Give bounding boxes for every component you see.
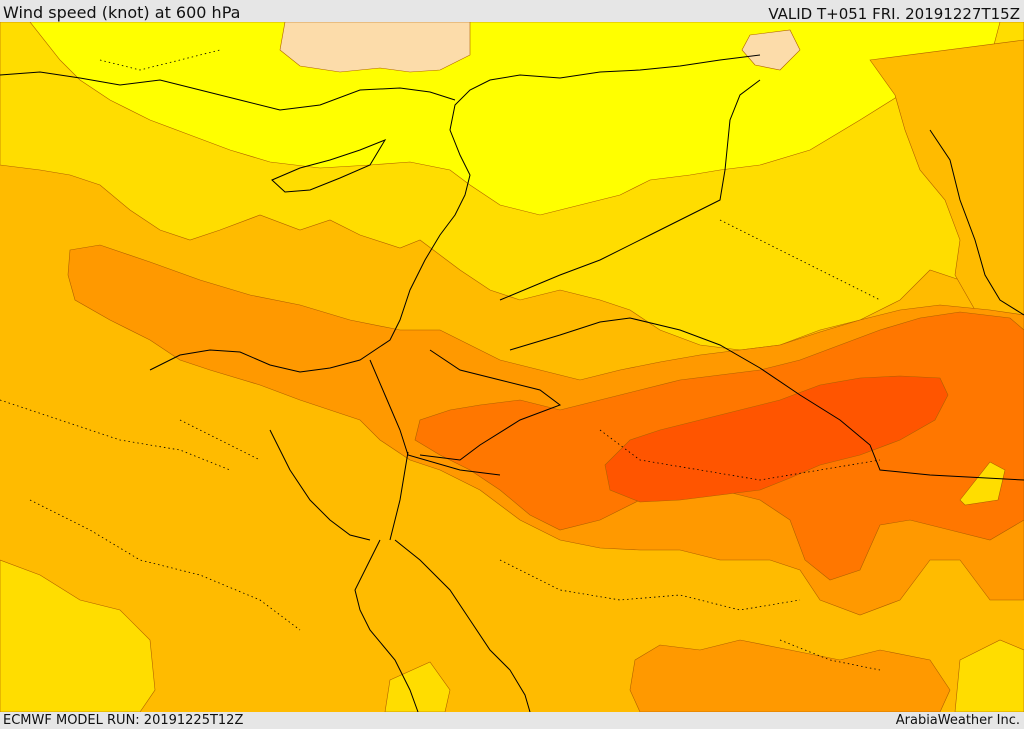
admin-boundaries [0,49,881,671]
model-run: ECMWF MODEL RUN: 20191225T12Z [3,713,244,728]
coastline-suez [269,429,371,541]
wind-band-4-south [629,639,951,712]
wind-calm-patch-1 [279,22,471,73]
wind-speed-map[interactable] [0,22,1024,712]
wind-band-2-southwest [0,559,156,712]
border-iraq-saudi [509,317,1024,481]
wind-band-2-southeast [954,639,1024,712]
wind-band-2-east-lobe [959,461,1006,506]
valid-time: VALID T+051 FRI. 20191227T15Z [768,5,1020,23]
coastline-mediterranean [149,54,761,373]
wind-band-6-core [604,375,949,503]
border-jordan [419,349,562,461]
credit: ArabiaWeather Inc. [895,713,1020,728]
cyprus-outline [271,138,387,193]
footer-bar [0,712,1024,729]
title-bar [0,0,1024,22]
coastline-gulf-aqaba [389,451,409,541]
wind-band-1 [29,22,1001,216]
border-egypt-east [369,359,501,476]
coastline-red-sea-east [394,539,531,712]
map-title: Wind speed (knot) at 600 hPa [3,3,241,22]
border-syria-iraq [499,79,761,301]
wind-calm-patch-2 [741,29,801,71]
wind-band-3-east [869,39,1024,321]
coastline-persian-gulf [929,129,1024,316]
coastline-turkey-south [0,71,456,111]
coastline-red-sea [354,539,419,712]
wind-band-2-south [384,661,451,712]
